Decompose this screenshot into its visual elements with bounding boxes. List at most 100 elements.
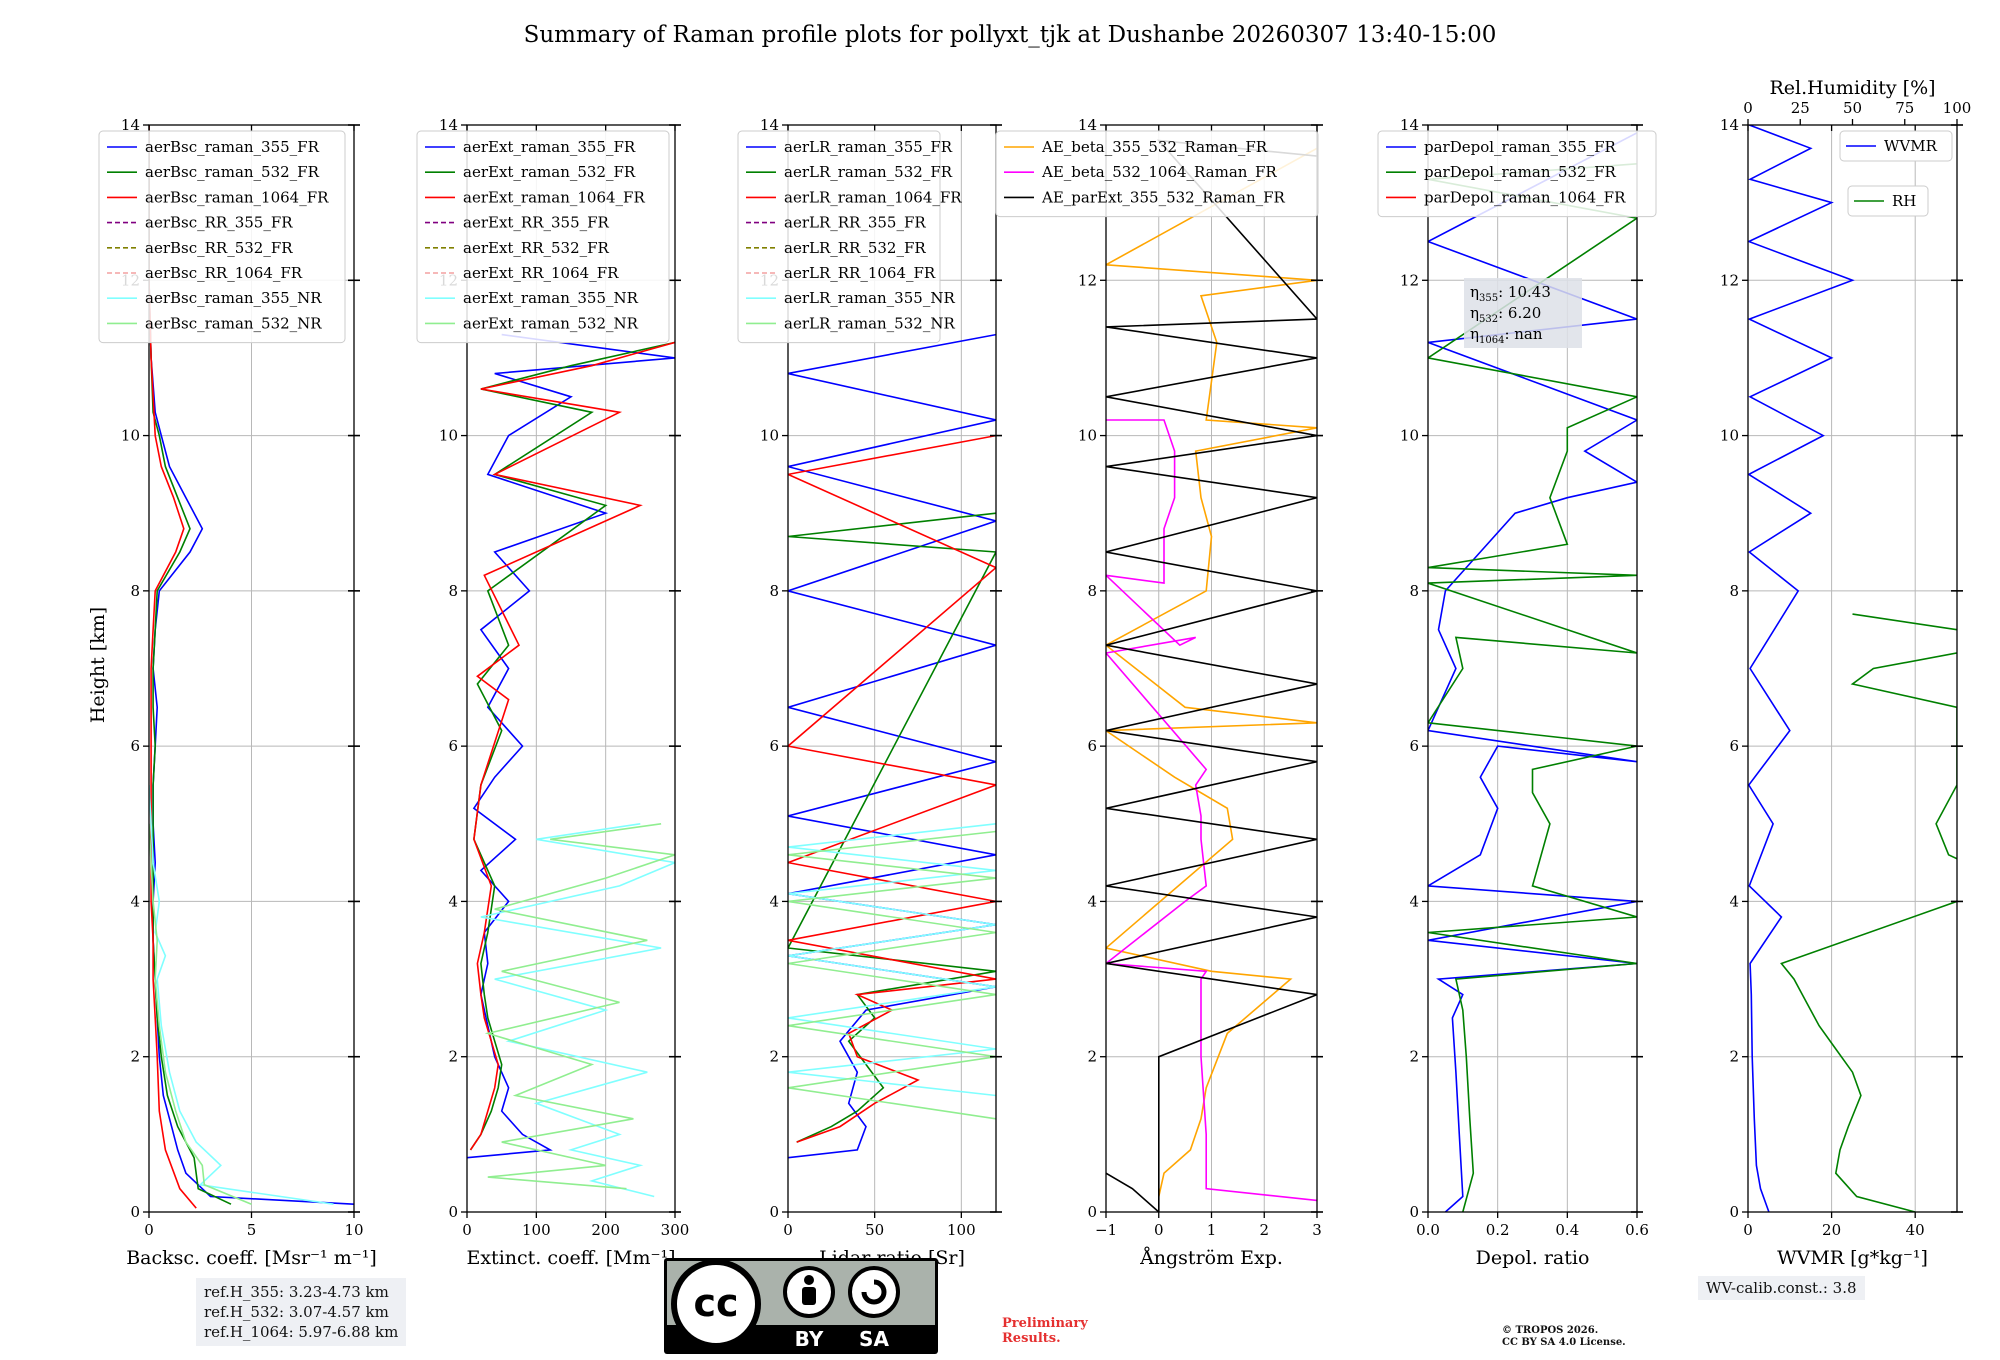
legend-label: aerExt_raman_532_FR <box>463 163 636 181</box>
y-tick-label: 0 <box>1409 1203 1419 1221</box>
y-tick-label: 10 <box>1400 427 1419 445</box>
legend-frame-rh <box>1847 185 1929 217</box>
y-tick-label: 4 <box>130 892 140 910</box>
copyright-line-1: © TROPOS 2026. <box>1502 1325 1599 1336</box>
y-tick-label: 12 <box>1720 271 1739 289</box>
legend-label: aerExt_RR_1064_FR <box>463 264 619 282</box>
x-tick-label: 0 <box>144 1221 154 1239</box>
series-line-parDepol_raman_532_FR <box>1428 163 1637 1212</box>
legend-label: aerExt_raman_1064_FR <box>463 188 645 206</box>
legend-label: aerExt_RR_532_FR <box>463 239 610 257</box>
series-line-aerBsc_raman_355_NR <box>149 784 334 1205</box>
series-group <box>467 333 675 1198</box>
legend: aerLR_raman_355_FR aerLR_raman_532_FR aerL… <box>737 130 962 344</box>
x-tick-label: 0.2 <box>1486 1221 1510 1239</box>
chart-panels: 051002468101214Backsc. coeff. [Msr⁻¹ m⁻¹… <box>98 77 1972 1269</box>
y-tick-label: 4 <box>1087 892 1097 910</box>
chart-panel-6: 0 20 40 0 2 4 6 8 10 12 14 WVMR [g*kg⁻¹] 0 25 50 75 100 R… <box>1720 77 1972 1269</box>
x2-tick-label: 100 <box>1943 99 1972 117</box>
legend-label: AE_parExt_355_532_Raman_FR <box>1041 188 1286 206</box>
legend-label: aerExt_raman_532_NR <box>463 314 639 332</box>
y-tick-label: 4 <box>1409 892 1419 910</box>
cc-logo-icon <box>671 1259 761 1349</box>
x-tick-label: 10 <box>344 1221 363 1239</box>
y-tick-label: 6 <box>1087 737 1097 755</box>
x-axis-label: Extinct. coeff. [Mm⁻¹] <box>466 1247 675 1269</box>
series-line-aerLR_raman_355_NR <box>788 823 996 1097</box>
series-line-aerLR_raman_532_NR <box>788 830 996 1120</box>
x-tick-label: 100 <box>947 1221 976 1239</box>
series-line-AE_parExt_355_532_Raman_FR <box>1106 139 1317 1212</box>
legend-label: aerExt_raman_355_FR <box>463 138 636 156</box>
y-tick-label: 2 <box>769 1048 779 1066</box>
y-tick-label: 2 <box>1409 1048 1419 1066</box>
legend-label: parDepol_raman_1064_FR <box>1424 188 1626 206</box>
x-tick-label: 0 <box>783 1221 793 1239</box>
legend-label: AE_beta_355_532_Raman_FR <box>1041 138 1268 156</box>
x-tick-label: 0 <box>1743 1221 1753 1239</box>
series-line-aerExt_raman_355_FR <box>467 333 675 1159</box>
y-tick-label: 4 <box>1729 892 1739 910</box>
legend: AE_beta_355_532_Raman_FR AE_beta_532_1064… <box>995 130 1319 218</box>
x-tick-label: 5 <box>247 1221 257 1239</box>
x-tick-label: 50 <box>865 1221 884 1239</box>
legend: aerExt_raman_355_FR aerExt_raman_532_FRae… <box>416 130 670 344</box>
series-line-aerLR_raman_1064_FR <box>788 434 996 1143</box>
series-group <box>1106 139 1317 1212</box>
series-line-parDepol_raman_355_FR <box>1428 132 1637 1212</box>
series-line-aerLR_raman_532_FR <box>788 512 996 1143</box>
legend-label: aerLR_raman_532_NR <box>784 314 955 332</box>
eta-532: η532: 6.20 <box>1470 304 1541 325</box>
cc-logo-text: cc <box>693 1281 738 1325</box>
x-tick-label: 1 <box>1207 1221 1217 1239</box>
legend-label: aerLR_raman_355_NR <box>784 289 955 307</box>
copyright-note: © TROPOS 2026. CC BY SA 4.0 License. <box>1502 1325 1626 1349</box>
y-tick-label: 4 <box>448 892 458 910</box>
series-group <box>788 333 996 1159</box>
x-tick-label: 20 <box>1822 1221 1841 1239</box>
x-tick-label: 0 <box>462 1221 472 1239</box>
preliminary-line-1: Preliminary <box>1002 1316 1088 1331</box>
legend-label: aerLR_RR_532_FR <box>784 239 926 257</box>
eta-1064: η1064: nan <box>1470 325 1543 346</box>
y-tick-label: 8 <box>1409 582 1419 600</box>
y-tick-label: 12 <box>1400 271 1419 289</box>
x-tick-label: 0.0 <box>1416 1221 1440 1239</box>
y-tick-label: 0 <box>769 1203 779 1221</box>
y-tick-label: 14 <box>1078 116 1097 134</box>
legend-frame <box>737 130 941 344</box>
y-tick-label: 6 <box>769 737 779 755</box>
x-axis-label: Depol. ratio <box>1476 1247 1590 1269</box>
legend-label: aerLR_raman_355_FR <box>784 138 953 156</box>
legend-label: WVMR <box>1884 137 1938 155</box>
series-line-aerExt_raman_532_NR <box>484 823 675 1190</box>
legend-label: aerLR_raman_1064_FR <box>784 188 962 206</box>
x-axis-label: WVMR [g*kg⁻¹] <box>1777 1247 1928 1269</box>
x-axis-label: Backsc. coeff. [Msr⁻¹ m⁻¹] <box>126 1247 377 1269</box>
legend-label: aerExt_RR_355_FR <box>463 214 610 232</box>
legend: aerBsc_raman_355_FR aerBsc_raman_532_FRae… <box>98 130 346 344</box>
y-tick-label: 14 <box>1400 116 1419 134</box>
chart-panel-3: 05010002468101214Lidar ratio [Sr]aerLR_r… <box>737 116 1002 1269</box>
y-tick-label: 4 <box>769 892 779 910</box>
legend: WVMR RH <box>1839 130 1953 217</box>
y-axis-label: Height [km] <box>87 607 109 723</box>
series-line-AE_beta_355_532_Raman_FR <box>1106 147 1317 1197</box>
series-group <box>149 125 354 1209</box>
y-tick-label: 8 <box>1087 582 1097 600</box>
x-tick-label: 200 <box>591 1221 620 1239</box>
y-tick-label: 14 <box>760 116 779 134</box>
legend-label: parDepol_raman_355_FR <box>1424 138 1617 156</box>
wv-calibration-box: WV-calib.const.: 3.8 <box>1698 1276 1865 1300</box>
eta-355: η355: 10.43 <box>1470 283 1551 304</box>
legend-label: parDepol_raman_532_FR <box>1424 163 1617 181</box>
series-group <box>1428 132 1637 1212</box>
axes-frame <box>787 124 997 1213</box>
cc-by-sa-license-badge: cc BY SA <box>664 1258 938 1354</box>
x-tick-label: −1 <box>1095 1221 1117 1239</box>
y-tick-label: 8 <box>769 582 779 600</box>
legend-frame <box>416 130 670 344</box>
series-line-aerExt_raman_355_NR <box>480 823 675 1198</box>
x2-axis-label: Rel.Humidity [%] <box>1769 77 1935 99</box>
